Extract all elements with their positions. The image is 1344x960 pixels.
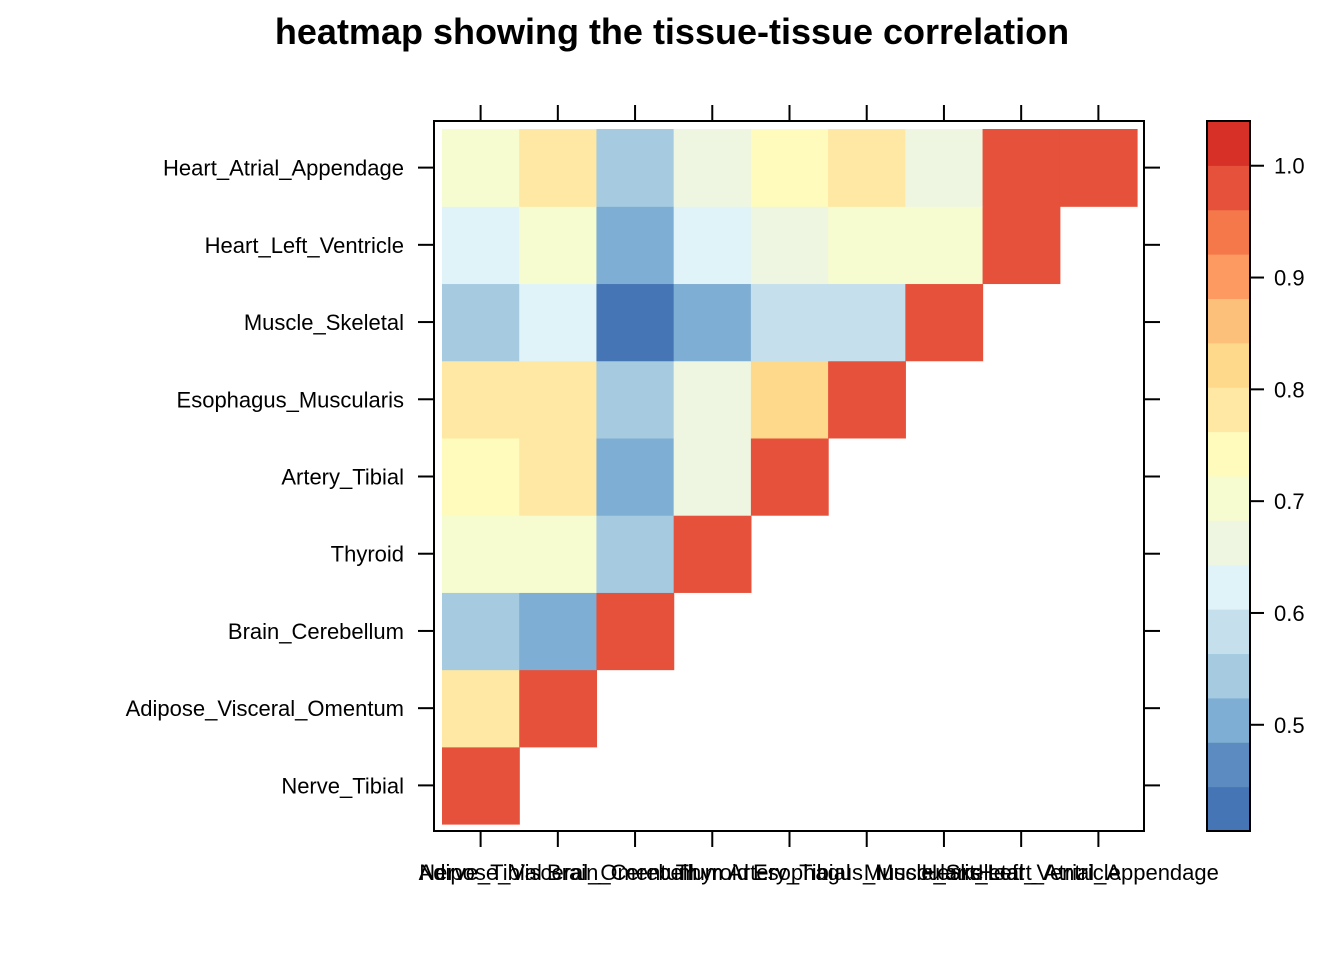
heatmap-cell-6-3 xyxy=(673,283,752,362)
x-axis-labels: Nerve_TibialAdipose_Visceral_OmentumBrai… xyxy=(419,860,1219,885)
heatmap-cell-7-5 xyxy=(828,206,906,285)
colorbar-segment xyxy=(1207,342,1250,388)
heatmap-cell-8-6 xyxy=(905,129,984,207)
colorbar-tick-label: 0.6 xyxy=(1274,601,1305,626)
heatmap-cell-5-0 xyxy=(442,360,520,439)
heatmap-cell-8-4 xyxy=(750,129,829,207)
heatmap-cell-8-8 xyxy=(1059,129,1138,207)
heatmap-cell-8-5 xyxy=(828,129,906,207)
colorbar-segment xyxy=(1207,254,1250,300)
colorbar-tick-label: 1.0 xyxy=(1274,154,1305,179)
colorbar-segment xyxy=(1207,564,1250,610)
heatmap-cell-4-2 xyxy=(596,437,675,516)
y-tick-label: Heart_Atrial_Appendage xyxy=(163,156,404,181)
heatmap-cell-4-4 xyxy=(750,437,829,516)
colorbar: 0.5 0.6 0.7 0.8 0.9 1.0 xyxy=(1206,120,1305,832)
colorbar-tick-label: 0.9 xyxy=(1274,266,1305,291)
heatmap-cell-7-7 xyxy=(982,206,1061,285)
heatmap-cell-1-1 xyxy=(519,669,598,748)
y-tick-label: Thyroid xyxy=(331,542,404,567)
heatmap-cell-8-3 xyxy=(673,129,752,207)
heatmap-cell-6-4 xyxy=(750,283,829,362)
heatmap-cell-5-4 xyxy=(750,360,829,439)
y-axis-labels: Nerve_Tibial Adipose_Visceral_Omentum Brai… xyxy=(126,156,404,799)
heatmap-cell-6-1 xyxy=(519,283,598,362)
colorbar-segment xyxy=(1207,121,1250,166)
colorbar-segment xyxy=(1207,742,1250,788)
y-tick-label: Adipose_Visceral_Omentum xyxy=(126,696,404,721)
heatmap-cell-3-0 xyxy=(442,515,520,593)
y-tick-label: Artery_Tibial xyxy=(281,465,404,490)
colorbar-segment xyxy=(1207,653,1250,699)
colorbar-frame xyxy=(1206,120,1251,832)
colorbar-segment xyxy=(1207,165,1250,211)
x-tick-label: Brain_Cerebellum xyxy=(547,860,723,885)
colorbar-segment xyxy=(1207,476,1250,521)
heatmap-cell-5-1 xyxy=(519,360,598,439)
colorbar-segment xyxy=(1207,609,1250,655)
colorbar-segment xyxy=(1207,209,1250,255)
heatmap-cell-7-0 xyxy=(442,206,520,285)
y-tick-label: Esophagus_Muscularis xyxy=(177,387,404,412)
chart-title: heatmap showing the tissue-tissue correl… xyxy=(275,11,1069,52)
heatmap-cell-2-2 xyxy=(596,592,675,671)
heatmap-cell-7-6 xyxy=(905,206,984,285)
colorbar-segment xyxy=(1207,786,1250,832)
heatmap-cell-8-7 xyxy=(982,129,1061,207)
heatmap-cell-8-1 xyxy=(519,129,598,207)
x-tick-label: Esophagus_Muscularis xyxy=(753,860,980,885)
heatmap-cell-7-2 xyxy=(596,206,675,285)
heatmap-cell-7-4 xyxy=(750,206,829,285)
colorbar-segment xyxy=(1207,520,1250,566)
heatmap-cell-6-6 xyxy=(905,283,984,362)
heatmap-cell-3-2 xyxy=(596,515,675,593)
heatmap-cell-2-1 xyxy=(519,592,598,671)
heatmap-cell-4-3 xyxy=(673,437,752,516)
heatmap-cell-3-3 xyxy=(673,515,752,593)
x-tick-label: Adipose_Visceral_Omentum xyxy=(419,860,697,885)
heatmap-cell-8-0 xyxy=(442,129,520,207)
x-tick-label: Muscle_Skeletal xyxy=(864,860,1024,885)
heatmap-cell-2-0 xyxy=(442,592,520,671)
heatmap-cell-5-5 xyxy=(828,360,906,439)
heatmap-cell-6-5 xyxy=(828,283,906,362)
heatmap-cell-3-1 xyxy=(519,515,598,593)
heatmap-cell-5-2 xyxy=(596,360,675,439)
x-tick-label: Thyroid xyxy=(676,860,749,885)
y-tick-label: Nerve_Tibial xyxy=(281,773,404,798)
y-tick-label: Muscle_Skeletal xyxy=(244,310,404,335)
x-tick-label: Heart_Left_Ventricle xyxy=(922,860,1121,885)
heatmap-cell-0-0 xyxy=(442,746,520,825)
colorbar-segment xyxy=(1207,697,1250,743)
axis-ticks xyxy=(418,105,1160,847)
x-tick-label: Heart_Atrial_Appendage xyxy=(978,860,1219,885)
heatmap-cell-6-0 xyxy=(442,283,520,362)
heatmap-cell-7-1 xyxy=(519,206,598,285)
colorbar-tick-label: 0.5 xyxy=(1274,713,1305,738)
x-tick-label: Nerve_Tibial xyxy=(419,860,542,885)
heatmap-cell-7-3 xyxy=(673,206,752,285)
heatmap-cell-4-1 xyxy=(519,437,598,516)
colorbar-tick-label: 0.8 xyxy=(1274,377,1305,402)
y-tick-label: Heart_Left_Ventricle xyxy=(205,233,404,258)
x-tick-label: Artery_Tibial xyxy=(728,860,851,885)
y-tick-label: Brain_Cerebellum xyxy=(228,619,404,644)
colorbar-segment xyxy=(1207,387,1250,433)
heatmap-cell-5-3 xyxy=(673,360,752,439)
colorbar-segment xyxy=(1207,431,1250,477)
colorbar-tick-label: 0.7 xyxy=(1274,489,1305,514)
heatmap-cell-6-2 xyxy=(596,283,675,362)
heatmap-cell-4-0 xyxy=(442,437,520,516)
heatmap-cells xyxy=(442,129,1138,825)
heatmap-cell-1-0 xyxy=(442,669,520,748)
heatmap-cell-8-2 xyxy=(596,129,675,207)
colorbar-segment xyxy=(1207,298,1250,344)
